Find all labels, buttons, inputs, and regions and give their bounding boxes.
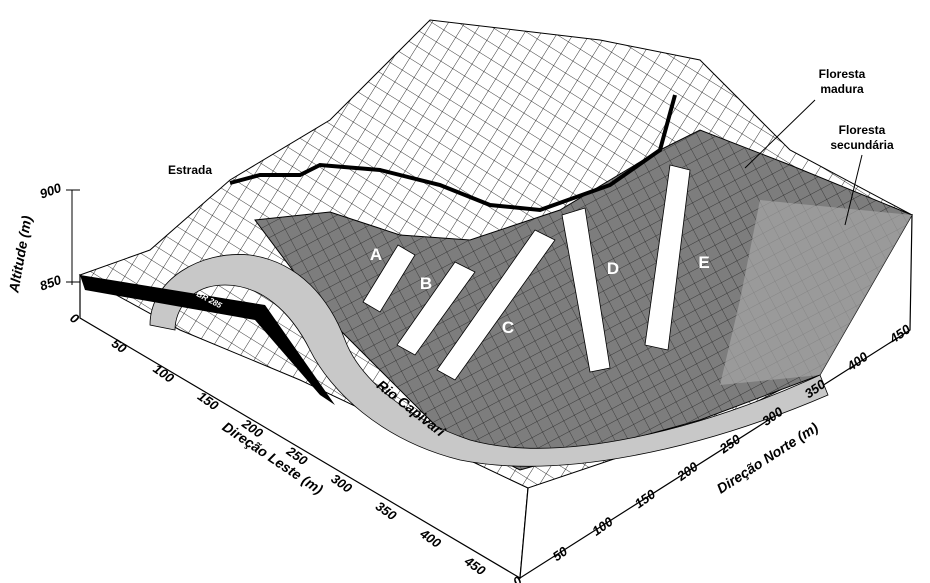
strip-b [396, 261, 476, 356]
plot-label: D [607, 259, 619, 278]
mature-forest-label: madura [820, 82, 864, 96]
secondary-forest-label: Floresta [839, 123, 886, 137]
road [229, 94, 677, 213]
mature-forest-label: Floresta [819, 67, 866, 81]
secondary-forest [720, 200, 912, 385]
secondary-forest-label: secundária [830, 138, 894, 152]
z-tick-label: 900 [38, 180, 64, 202]
strip-a [362, 244, 416, 313]
strip-d [561, 207, 611, 373]
plot-strips [362, 164, 691, 381]
strip-c [436, 229, 556, 381]
pointer [844, 154, 863, 226]
z-tick-label: 850 [38, 272, 64, 294]
pointer [744, 99, 816, 169]
highway [80, 275, 335, 405]
y-tick-label: 0 [510, 573, 525, 583]
plot-label: B [420, 274, 432, 293]
road-label: Estrada [168, 163, 212, 177]
river [149, 254, 829, 467]
plot-label: C [502, 318, 514, 337]
plot-label: A [370, 245, 382, 264]
strip-e [644, 164, 691, 351]
z-axis-label: Altitude (m) [5, 214, 34, 295]
plot-label: E [698, 253, 709, 272]
